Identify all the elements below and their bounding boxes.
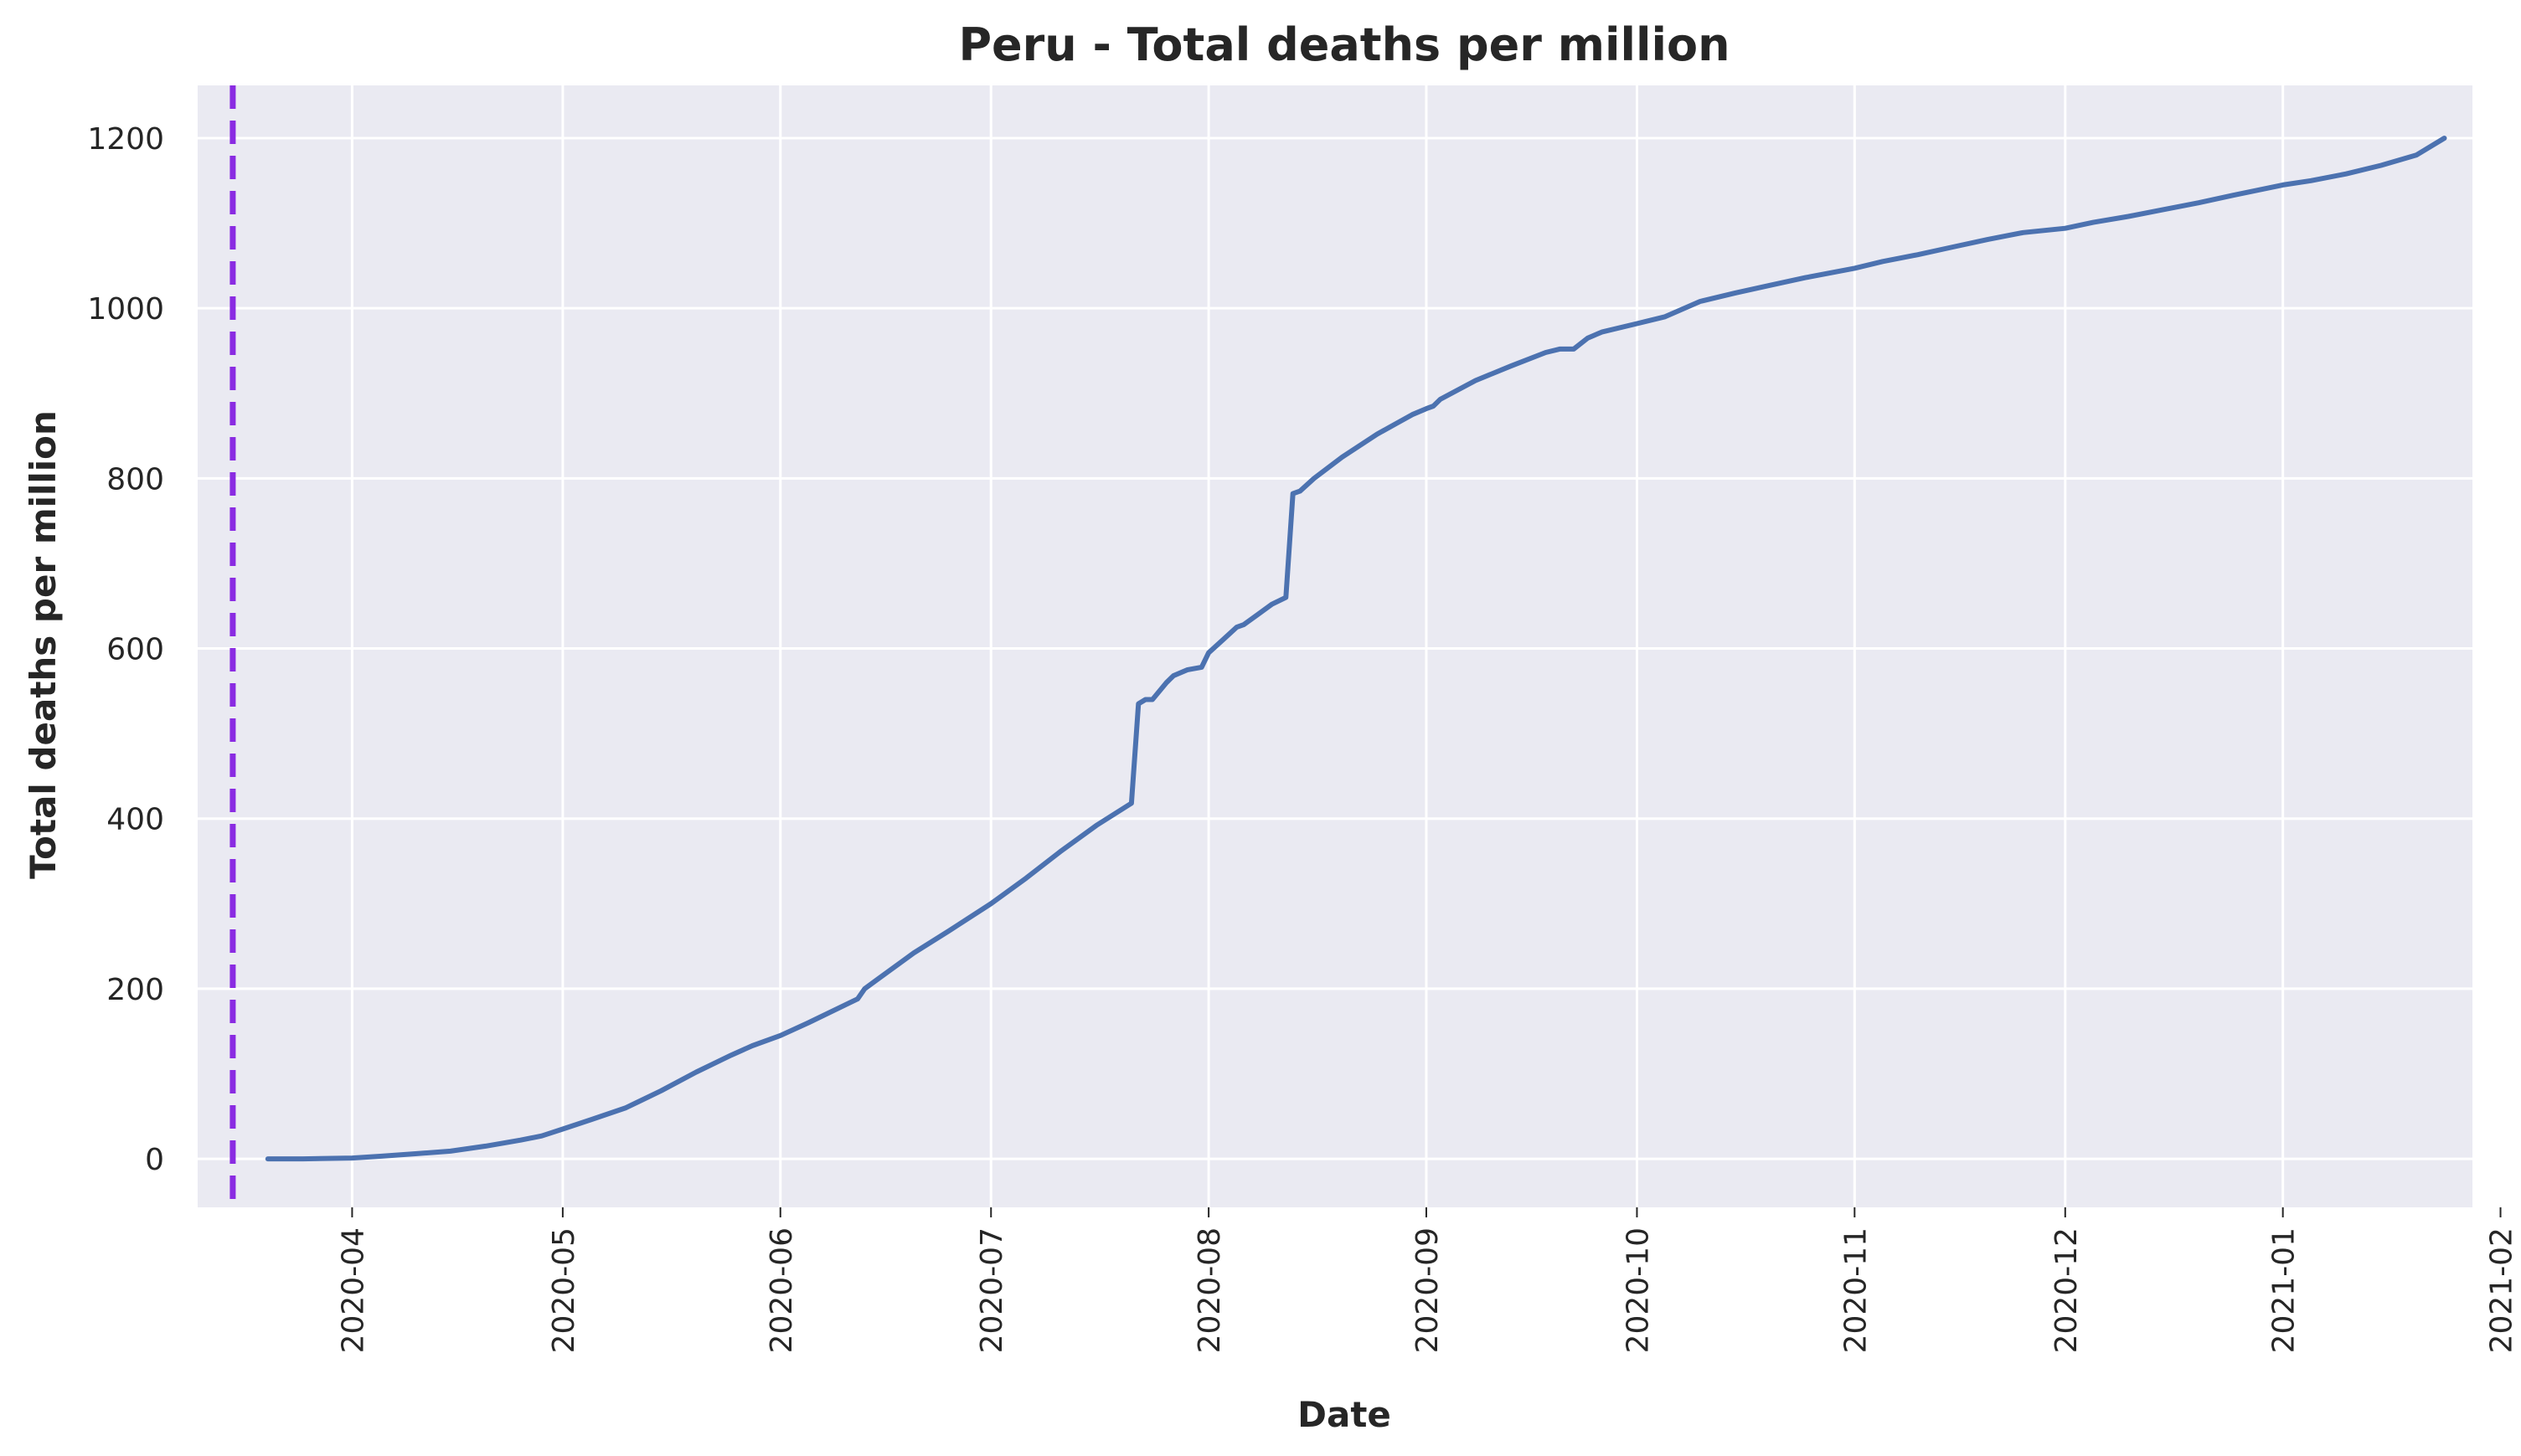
x-tick-label: 2020-11	[1838, 1227, 1873, 1353]
x-tick-label: 2020-07	[975, 1227, 1009, 1353]
y-tick-label: 1000	[87, 292, 164, 327]
y-tick-label: 200	[106, 973, 164, 1007]
plot-background	[198, 85, 2472, 1207]
x-axis-label: Date	[1297, 1394, 1391, 1435]
x-tick-labels: 2020-04 2020-05 2020-06 2020-07 2020-08 2020-…	[336, 1207, 2519, 1353]
y-tick-label: 0	[145, 1143, 164, 1177]
y-tick-label: 600	[106, 633, 164, 667]
y-tick-label: 800	[106, 462, 164, 496]
x-tick-label: 2020-08	[1193, 1227, 1227, 1353]
x-tick-label: 2021-01	[2267, 1227, 2302, 1353]
chart-title: Peru - Total deaths per million	[958, 18, 1730, 71]
y-tick-label: 400	[106, 803, 164, 837]
y-axis-label: Total deaths per million	[23, 410, 64, 879]
x-tick-label: 2020-12	[2049, 1227, 2084, 1353]
x-tick-label: 2020-05	[547, 1227, 581, 1353]
y-tick-label: 1200	[87, 122, 164, 157]
x-tick-label: 2021-02	[2485, 1227, 2519, 1353]
grid	[198, 85, 2503, 1207]
y-tick-labels: 0 200 400 600 800 1000 1200	[87, 122, 164, 1177]
x-tick-label: 2020-04	[336, 1227, 370, 1353]
x-tick-label: 2020-06	[765, 1227, 799, 1353]
x-tick-label: 2020-09	[1410, 1227, 1445, 1353]
x-tick-label: 2020-10	[1621, 1227, 1655, 1353]
series-line	[265, 136, 2447, 1162]
